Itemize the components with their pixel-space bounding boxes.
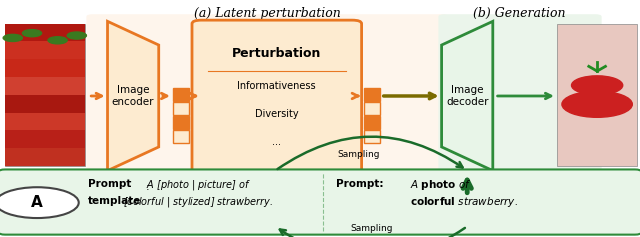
FancyBboxPatch shape	[0, 169, 640, 235]
Text: Sampling: Sampling	[337, 150, 380, 159]
FancyBboxPatch shape	[86, 14, 448, 223]
Text: $\it{A}$ $\it{\bf{photo}}$ of: $\it{A}$ $\it{\bf{photo}}$ of	[410, 178, 471, 192]
FancyBboxPatch shape	[557, 24, 637, 166]
FancyBboxPatch shape	[173, 130, 189, 143]
Text: Perturbation: Perturbation	[232, 47, 321, 60]
FancyBboxPatch shape	[173, 116, 189, 129]
Circle shape	[67, 32, 86, 39]
FancyBboxPatch shape	[5, 24, 85, 41]
Text: (b) Generation: (b) Generation	[474, 7, 566, 20]
Text: Informativeness: Informativeness	[237, 81, 316, 91]
Circle shape	[0, 187, 79, 218]
FancyBboxPatch shape	[5, 41, 85, 59]
FancyBboxPatch shape	[192, 20, 362, 174]
FancyBboxPatch shape	[5, 130, 85, 148]
Text: $\it{A}$ [$\it{photo}$ | picture] of: $\it{A}$ [$\it{photo}$ | picture] of	[146, 178, 251, 192]
Circle shape	[48, 37, 67, 44]
Text: (a) Latent perturbation: (a) Latent perturbation	[194, 7, 341, 20]
FancyBboxPatch shape	[364, 88, 380, 101]
FancyBboxPatch shape	[173, 102, 189, 115]
Circle shape	[562, 91, 632, 117]
Text: Image
decoder: Image decoder	[446, 85, 488, 107]
FancyBboxPatch shape	[5, 148, 85, 166]
Polygon shape	[108, 21, 159, 171]
Circle shape	[572, 76, 623, 95]
FancyBboxPatch shape	[364, 102, 380, 115]
Text: ...: ...	[272, 137, 282, 147]
Text: Diversity: Diversity	[255, 109, 299, 119]
FancyBboxPatch shape	[5, 77, 85, 95]
Text: A: A	[31, 195, 43, 210]
Text: Prompt:: Prompt:	[336, 179, 383, 189]
Text: Sampling: Sampling	[350, 224, 392, 233]
FancyBboxPatch shape	[5, 113, 85, 130]
Text: Prompt: Prompt	[88, 179, 132, 189]
Text: Latent
feature: Latent feature	[116, 172, 150, 191]
FancyBboxPatch shape	[5, 95, 85, 113]
FancyBboxPatch shape	[5, 59, 85, 77]
Text: $\it{\bf{colorful}}$ strawberry.: $\it{\bf{colorful}}$ strawberry.	[410, 195, 518, 209]
Polygon shape	[442, 21, 493, 171]
FancyBboxPatch shape	[364, 116, 380, 129]
Text: :: :	[146, 182, 150, 192]
Text: Image
encoder: Image encoder	[112, 85, 154, 107]
FancyBboxPatch shape	[5, 24, 85, 166]
FancyBboxPatch shape	[173, 88, 189, 101]
Text: Generated
image: Generated image	[573, 172, 621, 191]
Text: Original
image: Original image	[27, 172, 63, 191]
Text: template: template	[88, 196, 141, 205]
FancyBboxPatch shape	[364, 130, 380, 143]
Circle shape	[3, 34, 22, 41]
Circle shape	[22, 30, 42, 37]
Text: [$\it{colorful}$ | stylized] strawberry.: [$\it{colorful}$ | stylized] strawberry.	[123, 195, 274, 209]
FancyBboxPatch shape	[438, 14, 602, 223]
